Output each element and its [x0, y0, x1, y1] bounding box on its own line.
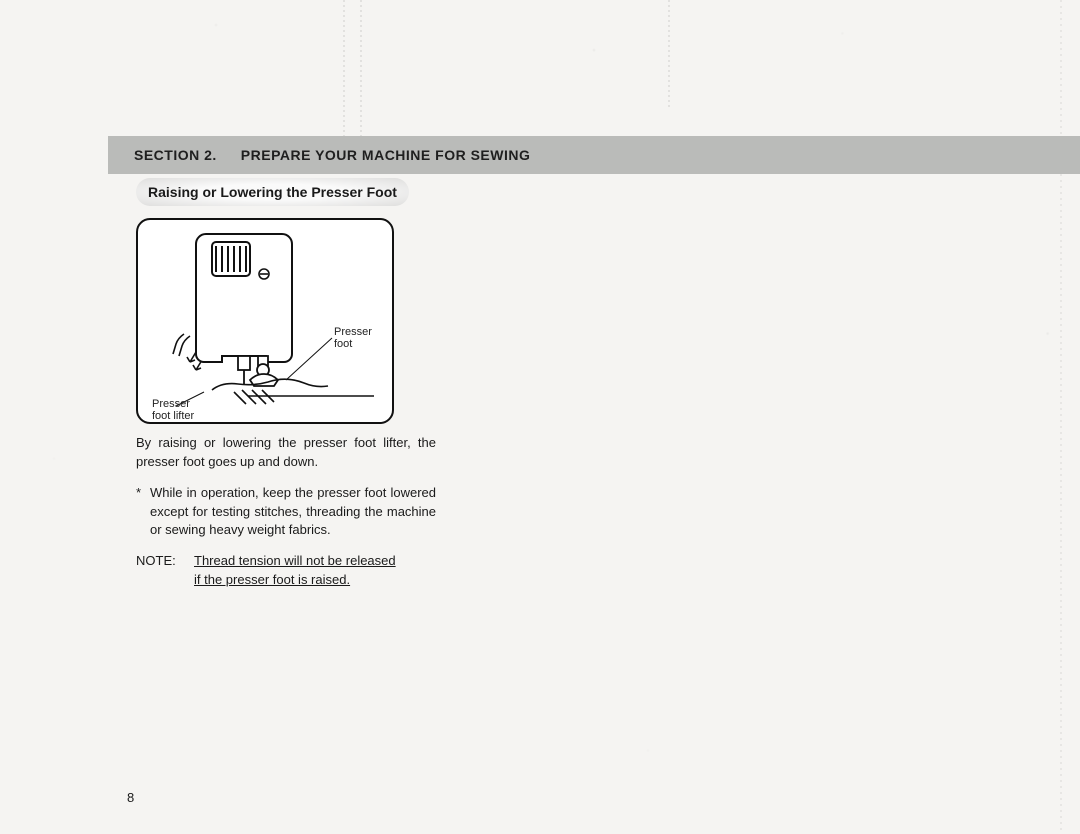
- note-block: NOTE: Thread tension will not be release…: [136, 552, 436, 590]
- presser-foot-illustration: [138, 220, 396, 426]
- section-header-bar: SECTION 2. PREPARE YOUR MACHINE FOR SEWI…: [108, 136, 1080, 174]
- intro-paragraph: By raising or lowering the presser foot …: [136, 434, 436, 472]
- scan-artifact: [360, 0, 362, 140]
- scan-artifact: [343, 0, 345, 140]
- section-number: SECTION 2.: [134, 147, 217, 163]
- body-text-block: By raising or lowering the presser foot …: [136, 434, 436, 602]
- section-title: PREPARE YOUR MACHINE FOR SEWING: [241, 147, 531, 163]
- bullet-item: * While in operation, keep the presser f…: [136, 484, 436, 541]
- note-line-1: Thread tension will not be released: [194, 553, 396, 568]
- presser-foot-diagram: Presser foot Presser foot lifter: [136, 218, 394, 424]
- subsection-heading: Raising or Lowering the Presser Foot: [136, 178, 409, 206]
- scan-artifact: [1060, 0, 1062, 834]
- note-text: Thread tension will not be released if t…: [194, 552, 436, 590]
- page-number: 8: [127, 790, 134, 805]
- bullet-text: While in operation, keep the presser foo…: [150, 484, 436, 541]
- scan-artifact: [668, 0, 670, 110]
- bullet-marker: *: [136, 484, 150, 541]
- diagram-label-presser-foot: Presser foot: [334, 326, 372, 350]
- diagram-label-presser-foot-lifter: Presser foot lifter: [152, 398, 194, 422]
- note-label: NOTE:: [136, 552, 194, 590]
- note-line-2: if the presser foot is raised.: [194, 572, 350, 587]
